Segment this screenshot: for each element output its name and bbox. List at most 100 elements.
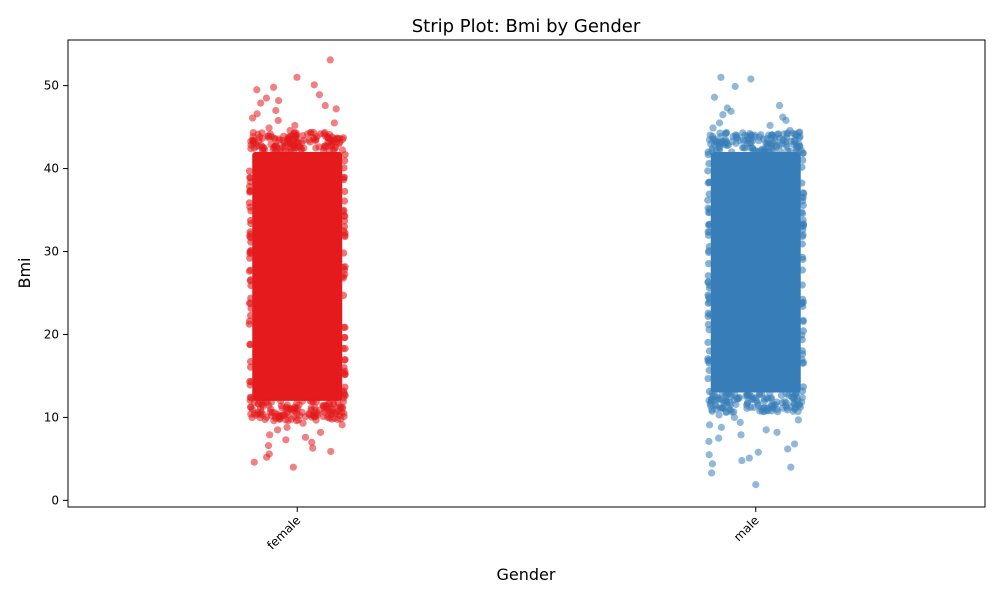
outlier-point-female — [260, 144, 268, 152]
point-female — [329, 136, 338, 144]
outlier-point-female — [253, 86, 261, 94]
outlier-point-female — [310, 81, 318, 89]
point-female — [339, 389, 348, 397]
y-tick-label: 40 — [44, 162, 59, 176]
point-male — [798, 163, 806, 171]
point-female — [340, 249, 348, 257]
point-female — [301, 413, 309, 421]
point-female — [341, 157, 349, 165]
point-male — [799, 149, 807, 157]
outlier-point-female — [299, 419, 307, 427]
outlier-point-male — [773, 428, 781, 436]
point-male — [790, 137, 798, 145]
point-male — [798, 197, 807, 205]
point-male — [706, 400, 714, 408]
point-male — [712, 405, 720, 413]
point-male — [705, 178, 714, 186]
outlier-point-male — [747, 75, 755, 83]
outlier-point-male — [731, 82, 739, 91]
point-female — [245, 167, 254, 175]
point-female — [255, 133, 264, 141]
point-female — [259, 397, 267, 405]
series-male — [704, 73, 808, 489]
point-male — [709, 132, 717, 141]
y-axis-ticks: 0 10 20 30 40 50 — [44, 79, 68, 507]
point-male — [705, 366, 713, 374]
outlier-point-male — [750, 403, 758, 412]
point-female — [247, 394, 255, 402]
point-female — [246, 174, 254, 182]
point-female — [287, 415, 296, 423]
point-female — [271, 409, 279, 417]
outlier-point-male — [779, 136, 787, 144]
outlier-point-female — [309, 412, 317, 420]
outlier-point-female — [257, 99, 265, 107]
point-male — [799, 216, 807, 224]
point-female — [247, 145, 255, 153]
outlier-point-male — [715, 411, 723, 419]
point-female — [339, 263, 348, 271]
outlier-point-female — [270, 83, 278, 91]
outlier-point-male — [766, 121, 774, 130]
point-female — [341, 356, 349, 364]
point-male — [728, 408, 736, 416]
point-male — [705, 359, 713, 367]
point-male — [705, 260, 713, 268]
point-female — [340, 173, 348, 181]
outlier-point-male — [705, 421, 714, 429]
plot-marks — [245, 56, 808, 489]
outlier-point-male — [746, 131, 755, 139]
point-male — [704, 338, 712, 346]
outlier-point-female — [309, 444, 317, 452]
outlier-point-female — [262, 94, 271, 102]
point-male — [704, 167, 712, 175]
point-female — [247, 378, 255, 386]
point-female — [340, 197, 349, 205]
y-axis-label: Bmi — [15, 257, 34, 288]
outlier-point-male — [748, 144, 757, 152]
point-male — [774, 130, 782, 138]
point-female — [247, 403, 255, 411]
point-male — [768, 394, 776, 402]
point-female — [324, 400, 332, 408]
outlier-point-male — [736, 418, 744, 426]
point-female — [249, 136, 257, 144]
point-male — [798, 266, 807, 274]
point-female — [299, 132, 307, 140]
point-female — [256, 404, 265, 413]
outlier-point-male — [727, 107, 735, 115]
point-female — [340, 227, 348, 235]
point-male — [798, 398, 806, 406]
point-female — [312, 398, 321, 406]
point-female — [297, 145, 305, 153]
outlier-point-female — [274, 116, 282, 125]
point-male — [799, 327, 807, 335]
outlier-point-male — [719, 111, 727, 119]
outlier-point-male — [782, 116, 790, 125]
point-male — [799, 231, 807, 239]
outlier-point-male — [705, 451, 713, 459]
point-female — [325, 147, 334, 156]
point-male — [770, 401, 778, 409]
outlier-point-female — [293, 73, 301, 81]
outlier-point-female — [330, 119, 338, 127]
point-male — [704, 312, 712, 321]
point-female — [340, 211, 348, 220]
point-male — [798, 240, 807, 248]
outlier-point-male — [783, 406, 791, 414]
outlier-point-female — [326, 56, 334, 64]
outlier-point-male — [717, 73, 725, 81]
point-male — [799, 295, 807, 303]
point-male — [706, 281, 714, 289]
outlier-point-female — [316, 428, 325, 436]
point-male — [799, 222, 808, 230]
outlier-point-male — [784, 445, 792, 453]
point-female — [283, 401, 291, 409]
point-female — [246, 358, 255, 366]
outlier-point-female — [272, 106, 280, 115]
point-female — [271, 148, 280, 156]
outlier-point-male — [718, 139, 726, 147]
outlier-point-female — [338, 421, 346, 429]
outlier-point-male — [786, 126, 794, 135]
y-tick-label: 20 — [44, 327, 59, 341]
